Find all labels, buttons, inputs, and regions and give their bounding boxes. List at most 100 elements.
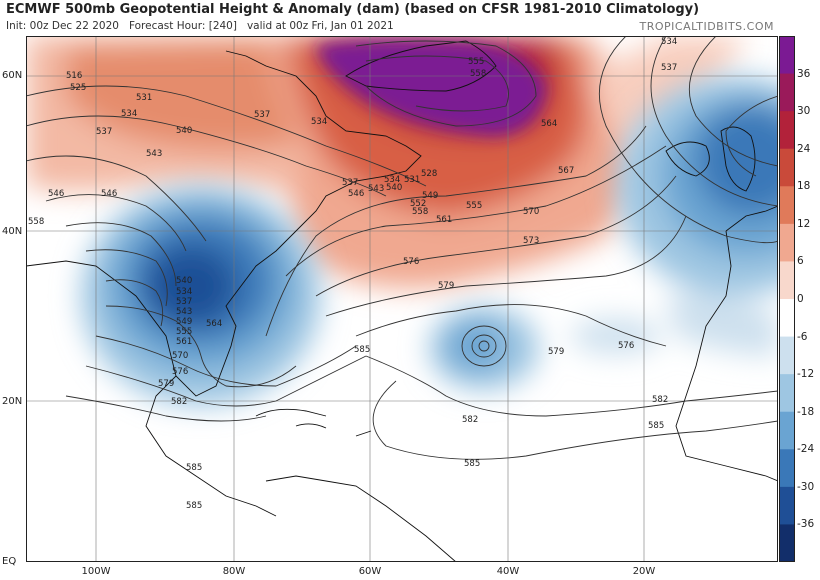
contour-label: 561 [176,337,192,347]
colorbar-swatch [779,299,795,338]
contour-label: 516 [66,71,82,81]
lon-label: 40W [496,566,520,577]
contour-label: 573 [523,236,539,246]
contour-label: 579 [158,379,174,389]
forecast-hour: Forecast Hour: [240] [128,20,237,32]
colorbar-swatch [779,449,795,488]
contour-label: 534 [661,37,677,47]
contour-label: 543 [368,184,384,194]
contour-label: 582 [462,415,478,425]
lon-label: 80W [222,566,246,577]
contour-label: 582 [652,395,668,405]
contour-label: 543 [146,149,162,159]
contour-label: 555 [466,201,482,211]
map-subtitle: Init: 00z Dec 22 2020 Forecast Hour: [24… [6,20,394,32]
contour-label: 564 [541,119,557,129]
contour-label: 579 [548,347,564,357]
colorbar-swatch [779,411,795,450]
contour-label: 564 [206,319,222,329]
contour-label: 552 [410,199,426,209]
colorbar-label: 6 [797,255,804,268]
contour-label: 561 [436,215,452,225]
colorbar-label: 30 [797,105,811,118]
colorbar-swatch [779,36,795,75]
colorbar-label: -30 [797,480,815,493]
contour-label: 534 [384,175,400,185]
colorbar-swatch [779,148,795,187]
colorbar-swatch [779,111,795,150]
weather-map: 516 525 531 534 537 540 543 546 537 534 … [26,36,778,562]
colorbar-frame [779,36,795,562]
contour-label: 546 [48,189,64,199]
contour-label: 537 [661,63,677,73]
contour-label: 570 [523,207,539,217]
contour-label: 537 [96,127,112,137]
contour-label: 549 [176,317,192,327]
contour-label: 579 [438,281,454,291]
contour-label: 537 [342,178,358,188]
colorbar-swatch [779,336,795,375]
contour-label: 576 [172,367,188,377]
colorbar-swatch [779,73,795,112]
contour-label: 537 [254,110,270,120]
lon-label: 20W [632,566,656,577]
contour-label: 570 [172,351,188,361]
contour-label: 549 [422,191,438,201]
colorbar-label: 0 [797,293,804,305]
colorbar-label: -6 [797,330,808,343]
coastlines [26,40,778,562]
contour-label: 558 [412,207,428,217]
colorbar-swatch [779,486,795,525]
contour-label: 540 [176,126,192,136]
init-time: Init: 00z Dec 22 2020 [6,20,119,32]
contour-label: 558 [28,217,44,227]
contour-label: 534 [311,117,327,127]
contour-label: 528 [421,169,437,179]
contour-label: 585 [186,501,202,511]
colorbar-label: 36 [797,67,811,80]
contour-label: 585 [464,459,480,469]
colorbar-swatch [779,524,795,562]
contour-label: 531 [136,93,152,103]
contour-label: 576 [403,257,419,267]
colorbar-label: -24 [797,443,815,456]
anomaly-colorbar [779,36,795,562]
colorbar-swatch [779,223,795,262]
contour-label: 555 [468,57,484,67]
contour-label: 585 [186,463,202,473]
lon-label: 60W [358,566,382,577]
contour-label: 534 [121,109,137,119]
contour-label: 567 [558,166,574,176]
contour-label: 537 [176,297,192,307]
colorbar-label: -12 [797,368,815,381]
grid-lines [26,36,778,562]
colorbar-swatch [779,186,795,225]
map-title: ECMWF 500mb Geopotential Height & Anomal… [6,2,700,17]
valid-time: valid at 00z Fri, Jan 01 2021 [246,20,394,32]
lat-label: EQ [2,556,17,567]
contour-label: 555 [176,327,192,337]
colorbar-label: 24 [797,142,811,155]
contour-label: 525 [70,83,86,93]
colorbar-label: 12 [797,217,811,230]
contour-label: 546 [101,189,117,199]
colorbar-label: -36 [797,518,815,531]
contour-label: 543 [176,307,192,317]
lat-label: 20N [2,396,23,407]
contour-label: 585 [354,345,370,355]
lat-label: 40N [2,226,23,237]
colorbar-label: 18 [797,180,811,193]
contour-label: 546 [348,189,364,199]
contour-labels: 516 525 531 534 537 540 543 546 537 534 … [28,37,677,511]
lon-label: 100W [81,566,111,577]
colorbar-label: -18 [797,405,815,418]
contour-label: 531 [404,175,420,185]
brand-watermark: TROPICALTIDBITS.COM [639,20,774,33]
height-contours [26,36,778,460]
colorbar-swatch [779,261,795,300]
contour-label: 585 [648,421,664,431]
contour-label: 540 [176,276,192,286]
contour-label: 558 [470,69,486,79]
contour-label: 540 [386,183,402,193]
lat-label: 60N [2,70,23,81]
